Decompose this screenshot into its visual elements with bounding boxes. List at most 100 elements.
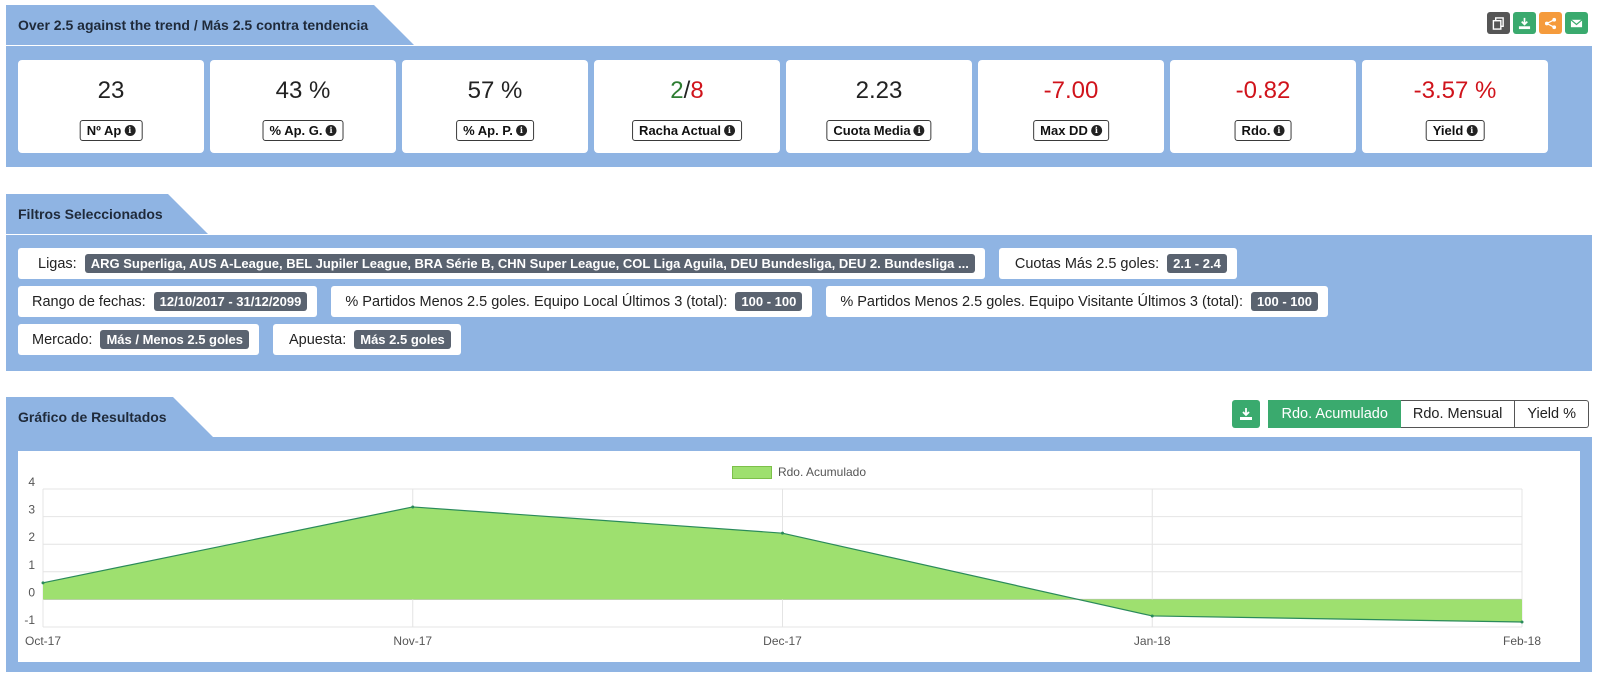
data-point bbox=[411, 505, 415, 509]
filter-value: Más / Menos 2.5 goles bbox=[100, 330, 249, 349]
filter-odds: Cuotas Más 2.5 goles: 2.1 - 2.4 bbox=[998, 248, 1237, 279]
streak-losses: 8 bbox=[690, 77, 704, 104]
y-tick-label: 0 bbox=[28, 585, 35, 599]
filter-key: % Partidos Menos 2.5 goles. Equipo Visit… bbox=[840, 293, 1244, 310]
filter-key: % Partidos Menos 2.5 goles. Equipo Local… bbox=[345, 293, 728, 310]
streak-wins: 2 bbox=[670, 77, 684, 104]
email-button[interactable] bbox=[1565, 12, 1588, 34]
stat-label: Cuota Media bbox=[833, 123, 911, 138]
stat-card-avg-odds: 2.23 Cuota Media i bbox=[786, 60, 972, 153]
stat-value: 43 % bbox=[275, 77, 331, 104]
stat-label-button[interactable]: Nº Ap i bbox=[79, 120, 143, 141]
series-area bbox=[43, 506, 1522, 623]
filters-header: Filtros Seleccionados bbox=[6, 194, 208, 234]
email-icon bbox=[1570, 18, 1583, 27]
filter-key: Ligas: bbox=[38, 255, 77, 272]
download-icon bbox=[1240, 408, 1253, 420]
filter-row: Ligas: ARG Superliga, AUS A-League, BEL … bbox=[18, 248, 1580, 280]
chart-download-button[interactable] bbox=[1232, 400, 1261, 428]
strategy-toolbar bbox=[1487, 12, 1588, 34]
filter-value: Más 2.5 goles bbox=[354, 330, 451, 349]
stat-label-button[interactable]: Cuota Media i bbox=[826, 120, 932, 141]
filter-value: 100 - 100 bbox=[1251, 292, 1318, 311]
stat-card-result: -0.82 Rdo. i bbox=[1170, 60, 1356, 153]
info-icon: i bbox=[124, 125, 136, 136]
copy-icon bbox=[1492, 16, 1504, 30]
chart-area: Rdo. Acumulado 4 3 2 1 0 -1 Oct-17 Nov-17 Dec-17… bbox=[18, 451, 1580, 662]
stat-label-button[interactable]: Max DD i bbox=[1033, 120, 1109, 141]
filter-key: Apuesta: bbox=[289, 331, 347, 348]
strategy-title: Over 2.5 against the trend / Más 2.5 con… bbox=[6, 5, 414, 45]
chart-legend: Rdo. Acumulado bbox=[18, 465, 1580, 479]
stat-label: Nº Ap bbox=[86, 123, 122, 138]
stat-card-loss-pct: 57 % % Ap. P. i bbox=[402, 60, 588, 153]
info-icon: i bbox=[723, 125, 735, 136]
stat-card-streak: 2/8 Racha Actual i bbox=[594, 60, 780, 153]
x-tick-label: Dec-17 bbox=[763, 634, 802, 648]
stat-label-button[interactable]: % Ap. G. i bbox=[262, 120, 344, 141]
chart-svg: 4 3 2 1 0 -1 Oct-17 Nov-17 Dec-17 Jan-18 Feb-18 bbox=[24, 475, 1541, 648]
filter-value: 2.1 - 2.4 bbox=[1167, 254, 1227, 273]
filter-value: ARG Superliga, AUS A-League, BEL Jupiler… bbox=[84, 254, 975, 273]
stat-label-button[interactable]: Yield i bbox=[1425, 120, 1485, 141]
share-button[interactable] bbox=[1539, 12, 1562, 34]
download-icon bbox=[1518, 17, 1531, 29]
stat-label: Racha Actual bbox=[639, 123, 721, 138]
filters-title: Filtros Seleccionados bbox=[6, 194, 208, 234]
filter-market: Mercado: Más / Menos 2.5 goles bbox=[18, 324, 259, 355]
data-point bbox=[781, 531, 784, 535]
filter-key: Rango de fechas: bbox=[32, 293, 146, 310]
info-icon: i bbox=[1273, 125, 1285, 136]
chart-panel: Rdo. Acumulado 4 3 2 1 0 -1 Oct-17 Nov-17 Dec-17… bbox=[6, 437, 1592, 672]
info-icon: i bbox=[515, 125, 527, 136]
info-icon: i bbox=[325, 125, 337, 136]
share-icon bbox=[1544, 17, 1557, 29]
filter-key: Cuotas Más 2.5 goles: bbox=[1014, 255, 1160, 272]
tab-yield[interactable]: Yield % bbox=[1515, 400, 1589, 428]
stat-label-button[interactable]: Racha Actual i bbox=[632, 120, 742, 141]
filter-home-under: % Partidos Menos 2.5 goles. Equipo Local… bbox=[331, 286, 813, 317]
x-tick-label: Oct-17 bbox=[25, 634, 61, 648]
stat-card-yield: -3.57 % Yield i bbox=[1362, 60, 1548, 153]
stat-label: Yield bbox=[1432, 123, 1464, 138]
stat-label: Max DD bbox=[1040, 123, 1088, 138]
stat-card-win-pct: 43 % % Ap. G. i bbox=[210, 60, 396, 153]
stat-label-button[interactable]: % Ap. P. i bbox=[456, 120, 534, 141]
stat-value: -0.82 bbox=[1235, 77, 1291, 104]
download-button[interactable] bbox=[1513, 12, 1536, 34]
filter-leagues: Ligas: ARG Superliga, AUS A-League, BEL … bbox=[18, 248, 985, 279]
filter-key: Mercado: bbox=[32, 331, 93, 348]
stat-value: -3.57 % bbox=[1413, 77, 1497, 104]
filter-date-range: Rango de fechas: 12/10/2017 - 31/12/2099 bbox=[18, 286, 318, 317]
info-icon: i bbox=[1466, 125, 1478, 136]
tab-rdo-acumulado[interactable]: Rdo. Acumulado bbox=[1268, 400, 1401, 428]
tab-rdo-mensual[interactable]: Rdo. Mensual bbox=[1400, 400, 1516, 428]
strategy-header: Over 2.5 against the trend / Más 2.5 con… bbox=[6, 5, 414, 45]
stat-value: 57 % bbox=[467, 77, 523, 104]
stat-card-appearances: 23 Nº Ap i bbox=[18, 60, 204, 153]
stat-label: % Ap. P. bbox=[463, 123, 513, 138]
legend-swatch bbox=[731, 465, 772, 479]
results-title: Gráfico de Resultados bbox=[6, 397, 213, 437]
y-tick-label: 3 bbox=[28, 503, 35, 517]
stat-value: 2.23 bbox=[855, 77, 903, 104]
info-icon: i bbox=[913, 125, 925, 136]
stat-value: 23 bbox=[97, 77, 125, 104]
filter-row: Mercado: Más / Menos 2.5 goles Apuesta: … bbox=[18, 324, 1580, 356]
y-tick-label: 4 bbox=[28, 475, 35, 489]
chart-controls: Rdo. Acumulado Rdo. Mensual Yield % bbox=[1232, 400, 1589, 428]
y-tick-label: 1 bbox=[28, 558, 35, 572]
stat-label-button[interactable]: Rdo. i bbox=[1234, 120, 1292, 141]
stat-card-max-dd: -7.00 Max DD i bbox=[978, 60, 1164, 153]
info-icon: i bbox=[1090, 125, 1102, 136]
filter-bet: Apuesta: Más 2.5 goles bbox=[273, 324, 461, 355]
streak-separator: / bbox=[683, 77, 691, 104]
x-tick-label: Jan-18 bbox=[1134, 634, 1171, 648]
data-point bbox=[1150, 614, 1154, 618]
stat-label: % Ap. G. bbox=[269, 123, 323, 138]
copy-button[interactable] bbox=[1487, 12, 1510, 34]
y-tick-label: 2 bbox=[28, 530, 35, 544]
filter-value: 100 - 100 bbox=[735, 292, 803, 311]
y-tick-label: -1 bbox=[24, 613, 35, 627]
x-tick-label: Nov-17 bbox=[393, 634, 432, 648]
